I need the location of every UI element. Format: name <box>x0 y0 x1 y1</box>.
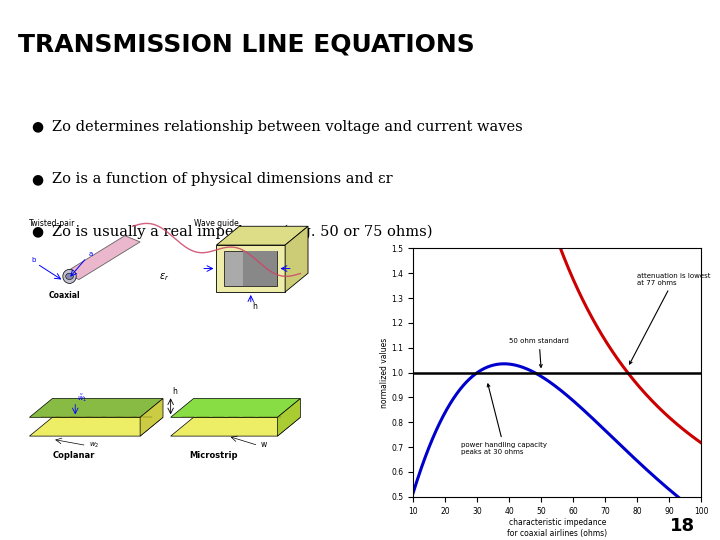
Text: Microstrip: Microstrip <box>190 451 238 460</box>
Text: 18: 18 <box>670 517 695 535</box>
X-axis label: characteristic impedance
for coaxial airlines (ohms): characteristic impedance for coaxial air… <box>507 518 608 538</box>
Text: $\tilde{w}_1$: $\tilde{w}_1$ <box>77 393 88 404</box>
Text: TRANSMISSION LINE EQUATIONS: TRANSMISSION LINE EQUATIONS <box>18 32 474 56</box>
Text: attenuation is lowest
at 77 ohms: attenuation is lowest at 77 ohms <box>629 273 711 364</box>
Polygon shape <box>171 417 300 436</box>
Text: Zo determines relationship between voltage and current waves: Zo determines relationship between volta… <box>53 120 523 134</box>
Text: Twisted-pair: Twisted-pair <box>30 219 76 228</box>
Text: b: b <box>32 257 36 264</box>
Text: w: w <box>261 440 266 449</box>
Polygon shape <box>243 251 277 286</box>
Polygon shape <box>285 226 308 292</box>
Text: h: h <box>173 387 177 396</box>
Polygon shape <box>64 235 140 280</box>
Text: a: a <box>89 251 93 257</box>
Polygon shape <box>217 245 285 292</box>
Text: 50 ohm standard: 50 ohm standard <box>509 338 569 367</box>
Text: $\varepsilon_r$: $\varepsilon_r$ <box>159 272 170 284</box>
Polygon shape <box>277 399 300 436</box>
Text: Coplanar: Coplanar <box>53 451 95 460</box>
Text: Wave guide: Wave guide <box>194 219 238 228</box>
Text: ●: ● <box>32 172 44 186</box>
Polygon shape <box>171 399 300 417</box>
Polygon shape <box>224 251 277 286</box>
Polygon shape <box>140 399 163 436</box>
Circle shape <box>66 273 73 280</box>
FancyBboxPatch shape <box>4 85 716 536</box>
Polygon shape <box>217 226 308 245</box>
Ellipse shape <box>63 269 76 284</box>
Text: h: h <box>253 302 258 311</box>
Text: Zo is a function of physical dimensions and εr: Zo is a function of physical dimensions … <box>53 172 393 186</box>
Text: $w_2$: $w_2$ <box>89 441 99 450</box>
Text: Zo is usually a real impedance (e.g. 50 or 75 ohms): Zo is usually a real impedance (e.g. 50 … <box>53 225 433 239</box>
Text: ●: ● <box>32 225 44 239</box>
Y-axis label: normalized values: normalized values <box>379 338 389 408</box>
Polygon shape <box>30 417 163 436</box>
Text: power handling capacity
peaks at 30 ohms: power handling capacity peaks at 30 ohms <box>462 384 547 455</box>
Text: ●: ● <box>32 120 44 134</box>
Polygon shape <box>30 399 163 417</box>
Text: Coaxial: Coaxial <box>48 291 80 300</box>
